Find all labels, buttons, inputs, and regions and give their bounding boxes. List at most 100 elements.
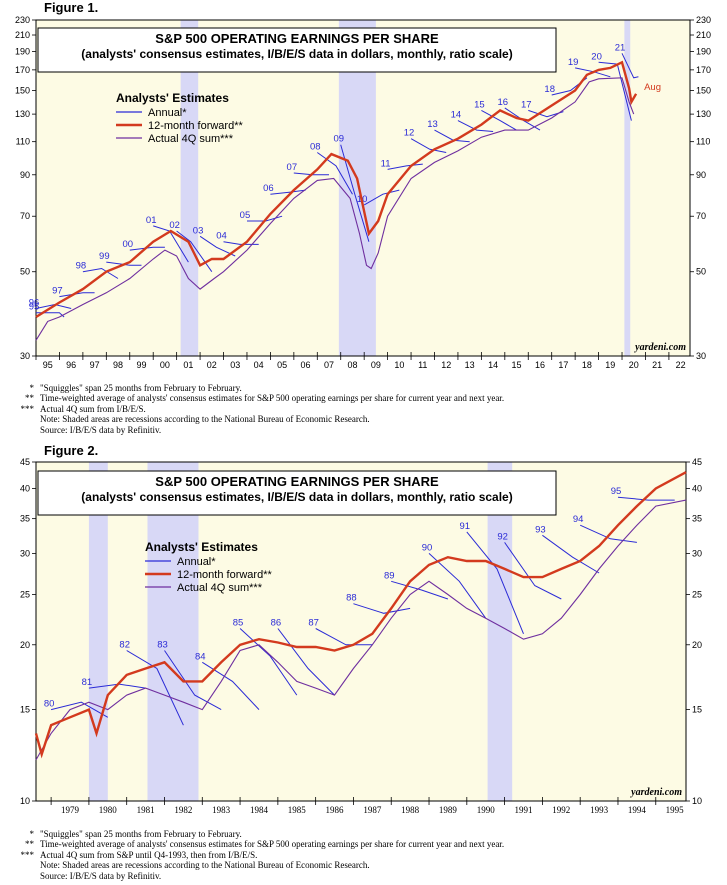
recession-band [147, 462, 199, 801]
chart-2: 10 10 15 15 20 20 25 25 30 30 35 35 40 40 45 45 1979 1980… [20, 457, 702, 815]
annual-squiggle [363, 189, 400, 206]
squiggle-label: 80 [44, 699, 55, 710]
x-tick-label: 09 [371, 360, 381, 370]
x-tick-label: 13 [465, 360, 475, 370]
y-tick-label-right: 150 [696, 86, 711, 96]
annual-squiggle [164, 650, 222, 711]
squiggle-label: 98 [76, 261, 87, 272]
y-tick-label-left: 30 [20, 351, 30, 361]
plot-frame [35, 461, 687, 802]
squiggle-label: 97 [52, 286, 63, 297]
forward-end-label: Aug [644, 82, 661, 93]
annual-squiggle [621, 53, 639, 79]
footnote-text: Source: I/B/E/S data by Refinitiv. [40, 424, 162, 435]
x-tick-label: 05 [277, 360, 287, 370]
y-tick-label-right: 45 [692, 457, 702, 467]
x-tick-label: 1980 [99, 805, 118, 815]
x-tick-label: 21 [652, 360, 662, 370]
y-tick-label-right: 190 [696, 47, 711, 57]
x-tick-label: 1983 [212, 805, 231, 815]
squiggle-label: 92 [497, 531, 508, 542]
x-tick-label: 1990 [477, 805, 496, 815]
x-tick-label: 1984 [250, 805, 269, 815]
x-tick-label: 15 [512, 360, 522, 370]
footnote-text: "Squiggles" span 25 months from February… [40, 383, 242, 393]
actual-4q-line [35, 77, 635, 341]
y-tick-label-right: 90 [696, 170, 706, 180]
footnote-mark: * [29, 829, 35, 839]
squiggle-label: 02 [169, 220, 180, 231]
y-tick-label-left: 130 [15, 109, 30, 119]
x-tick-label: 1985 [288, 805, 307, 815]
x-tick-label: 16 [535, 360, 545, 370]
title-box [37, 470, 557, 516]
x-tick-label: 96 [66, 360, 76, 370]
x-tick-label: 1982 [174, 805, 192, 815]
x-tick-label: 12 [441, 360, 451, 370]
title-box [37, 27, 557, 73]
x-tick-label: 1991 [515, 805, 533, 815]
squiggle-label: 99 [99, 251, 110, 262]
annual-squiggle [239, 628, 298, 696]
figure-1-label: Figure 1. [44, 0, 99, 15]
squiggle-label: 84 [195, 651, 206, 662]
squiggle-label: 21 [615, 42, 626, 53]
legend-entry: Annual* [148, 107, 187, 119]
y-tick-label-right: 15 [692, 705, 702, 715]
squiggle-label: 14 [451, 110, 462, 121]
footnote-mark: * [29, 383, 35, 393]
y-tick-label-right: 10 [692, 796, 702, 806]
legend-entry: Actual 4Q sum*** [148, 133, 234, 145]
squiggle-label: 05 [240, 210, 251, 221]
y-tick-label-right: 50 [696, 267, 706, 277]
footnote-mark: *** [20, 403, 35, 414]
plot-frame [35, 19, 691, 357]
y-tick-label-left: 170 [15, 65, 30, 75]
y-tick-label-right: 30 [692, 548, 702, 558]
y-tick-label-left: 150 [15, 86, 30, 96]
recession-band [338, 20, 376, 356]
figure-2-footnotes: * "Squiggles" span 25 months from Februar… [0, 829, 505, 881]
y-tick-label-left: 20 [20, 640, 30, 650]
y-tick-label-right: 110 [696, 137, 710, 147]
annual-squiggle [202, 661, 260, 710]
annual-squiggle [59, 292, 95, 298]
annual-squiggle [50, 701, 109, 718]
x-tick-label: 1979 [61, 805, 80, 815]
footnote-mark: ** [25, 393, 34, 404]
footnote-mark: ** [25, 839, 34, 850]
y-tick-label-right: 40 [692, 484, 702, 494]
forward-earnings-line [34, 471, 687, 759]
squiggle-label: 08 [310, 142, 321, 153]
footnote-text: Source: I/B/E/S data by Refinitiv. [40, 870, 162, 881]
squiggle-label: 86 [271, 617, 282, 628]
x-tick-label: 99 [136, 360, 146, 370]
y-tick-label-right: 70 [696, 211, 706, 221]
y-tick-label-right: 25 [692, 589, 702, 599]
y-tick-label-right: 30 [696, 351, 706, 361]
legend-entry: 12-month forward** [148, 120, 243, 132]
chart-subtitle: (analysts' consensus estimates, I/B/E/S … [81, 490, 512, 504]
x-tick-label: 08 [347, 360, 357, 370]
squiggle-label: 95 [611, 486, 622, 497]
chart-title: S&P 500 OPERATING EARNINGS PER SHARE [155, 31, 439, 46]
footnote-mark: *** [20, 849, 35, 860]
squiggle-label: 13 [427, 119, 438, 130]
squiggle-label: 85 [233, 617, 244, 628]
x-tick-label: 10 [394, 360, 404, 370]
recession-band [487, 462, 513, 801]
squiggle-label: 04 [216, 231, 227, 242]
actual-4q-line [35, 499, 687, 761]
footnote-text: Time-weighted average of analysts' conse… [40, 393, 505, 404]
y-tick-label-left: 210 [15, 30, 30, 40]
recession-band [88, 462, 108, 801]
annual-squiggle [391, 580, 449, 600]
squiggle-label: 83 [157, 639, 168, 650]
x-tick-label: 1992 [552, 805, 570, 815]
y-tick-label-left: 25 [20, 589, 30, 599]
x-tick-label: 19 [605, 360, 615, 370]
y-tick-label-left: 35 [20, 514, 30, 524]
x-tick-label: 1993 [590, 805, 609, 815]
y-tick-label-left: 15 [20, 705, 30, 715]
